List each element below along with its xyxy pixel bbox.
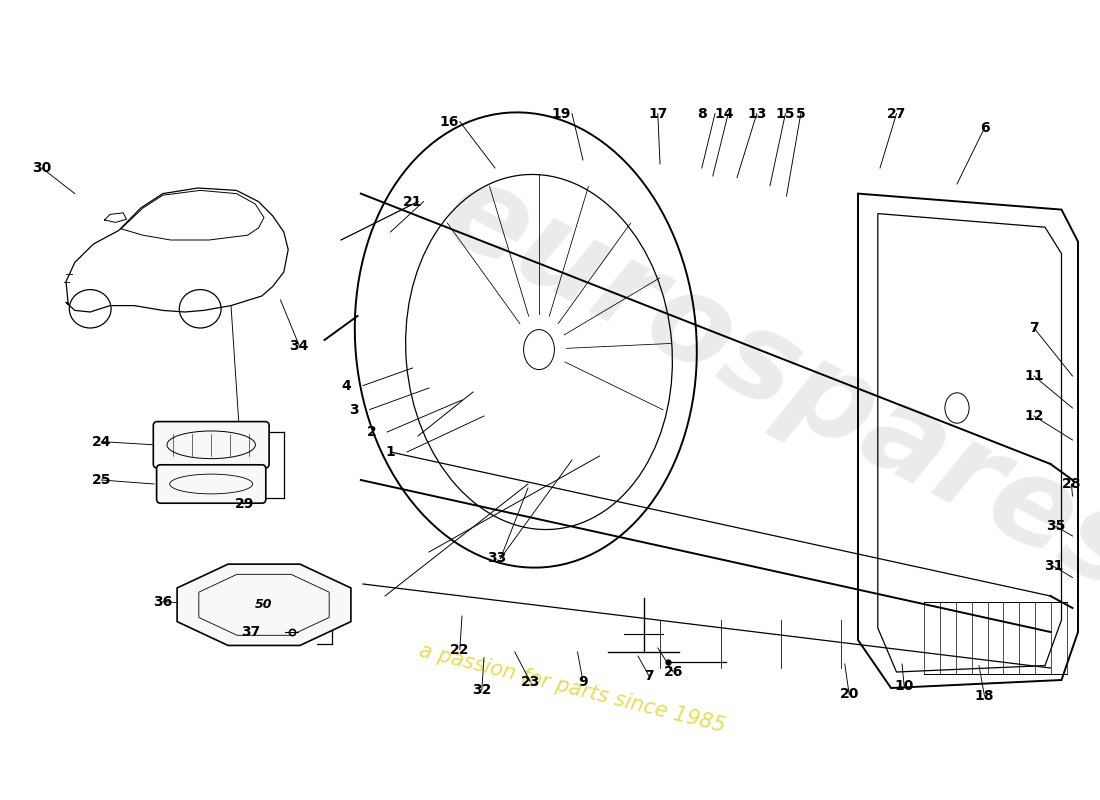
FancyBboxPatch shape [153, 422, 270, 468]
Text: 3: 3 [350, 402, 359, 417]
Text: 1: 1 [386, 445, 395, 459]
Text: 27: 27 [887, 106, 906, 121]
Text: 9: 9 [579, 674, 587, 689]
Text: 34: 34 [289, 338, 309, 353]
Text: 21: 21 [403, 194, 422, 209]
Text: 32: 32 [472, 682, 492, 697]
Text: 37: 37 [241, 625, 261, 639]
Text: 7: 7 [645, 669, 653, 683]
Text: 31: 31 [1044, 559, 1064, 574]
Text: 50: 50 [255, 598, 273, 611]
Text: 13: 13 [747, 106, 767, 121]
Text: 11: 11 [1024, 369, 1044, 383]
Text: 35: 35 [1046, 519, 1066, 534]
Text: 23: 23 [520, 674, 540, 689]
Text: 8: 8 [697, 106, 706, 121]
Text: 4: 4 [342, 378, 351, 393]
Text: 22: 22 [450, 642, 470, 657]
Text: 7: 7 [1030, 321, 1038, 335]
Text: 16: 16 [439, 114, 459, 129]
Text: 19: 19 [551, 106, 571, 121]
Text: 12: 12 [1024, 409, 1044, 423]
Text: 10: 10 [894, 679, 914, 694]
Text: 20: 20 [839, 687, 859, 702]
Text: a passion for parts since 1985: a passion for parts since 1985 [417, 640, 727, 736]
Polygon shape [177, 564, 351, 646]
Text: 2: 2 [367, 425, 376, 439]
Text: 5: 5 [796, 106, 805, 121]
Text: 24: 24 [91, 434, 111, 449]
Text: 29: 29 [234, 497, 254, 511]
Text: 6: 6 [980, 121, 989, 135]
Text: eurospares: eurospares [424, 151, 1100, 617]
Text: 30: 30 [32, 161, 52, 175]
FancyBboxPatch shape [156, 465, 266, 503]
Text: 15: 15 [776, 106, 795, 121]
Text: 18: 18 [975, 689, 994, 703]
Text: 14: 14 [714, 106, 734, 121]
Text: 26: 26 [663, 665, 683, 679]
Text: 33: 33 [487, 551, 507, 566]
Text: 17: 17 [648, 106, 668, 121]
Text: 36: 36 [153, 594, 173, 609]
Text: 28: 28 [1062, 477, 1081, 491]
Text: 25: 25 [91, 473, 111, 487]
